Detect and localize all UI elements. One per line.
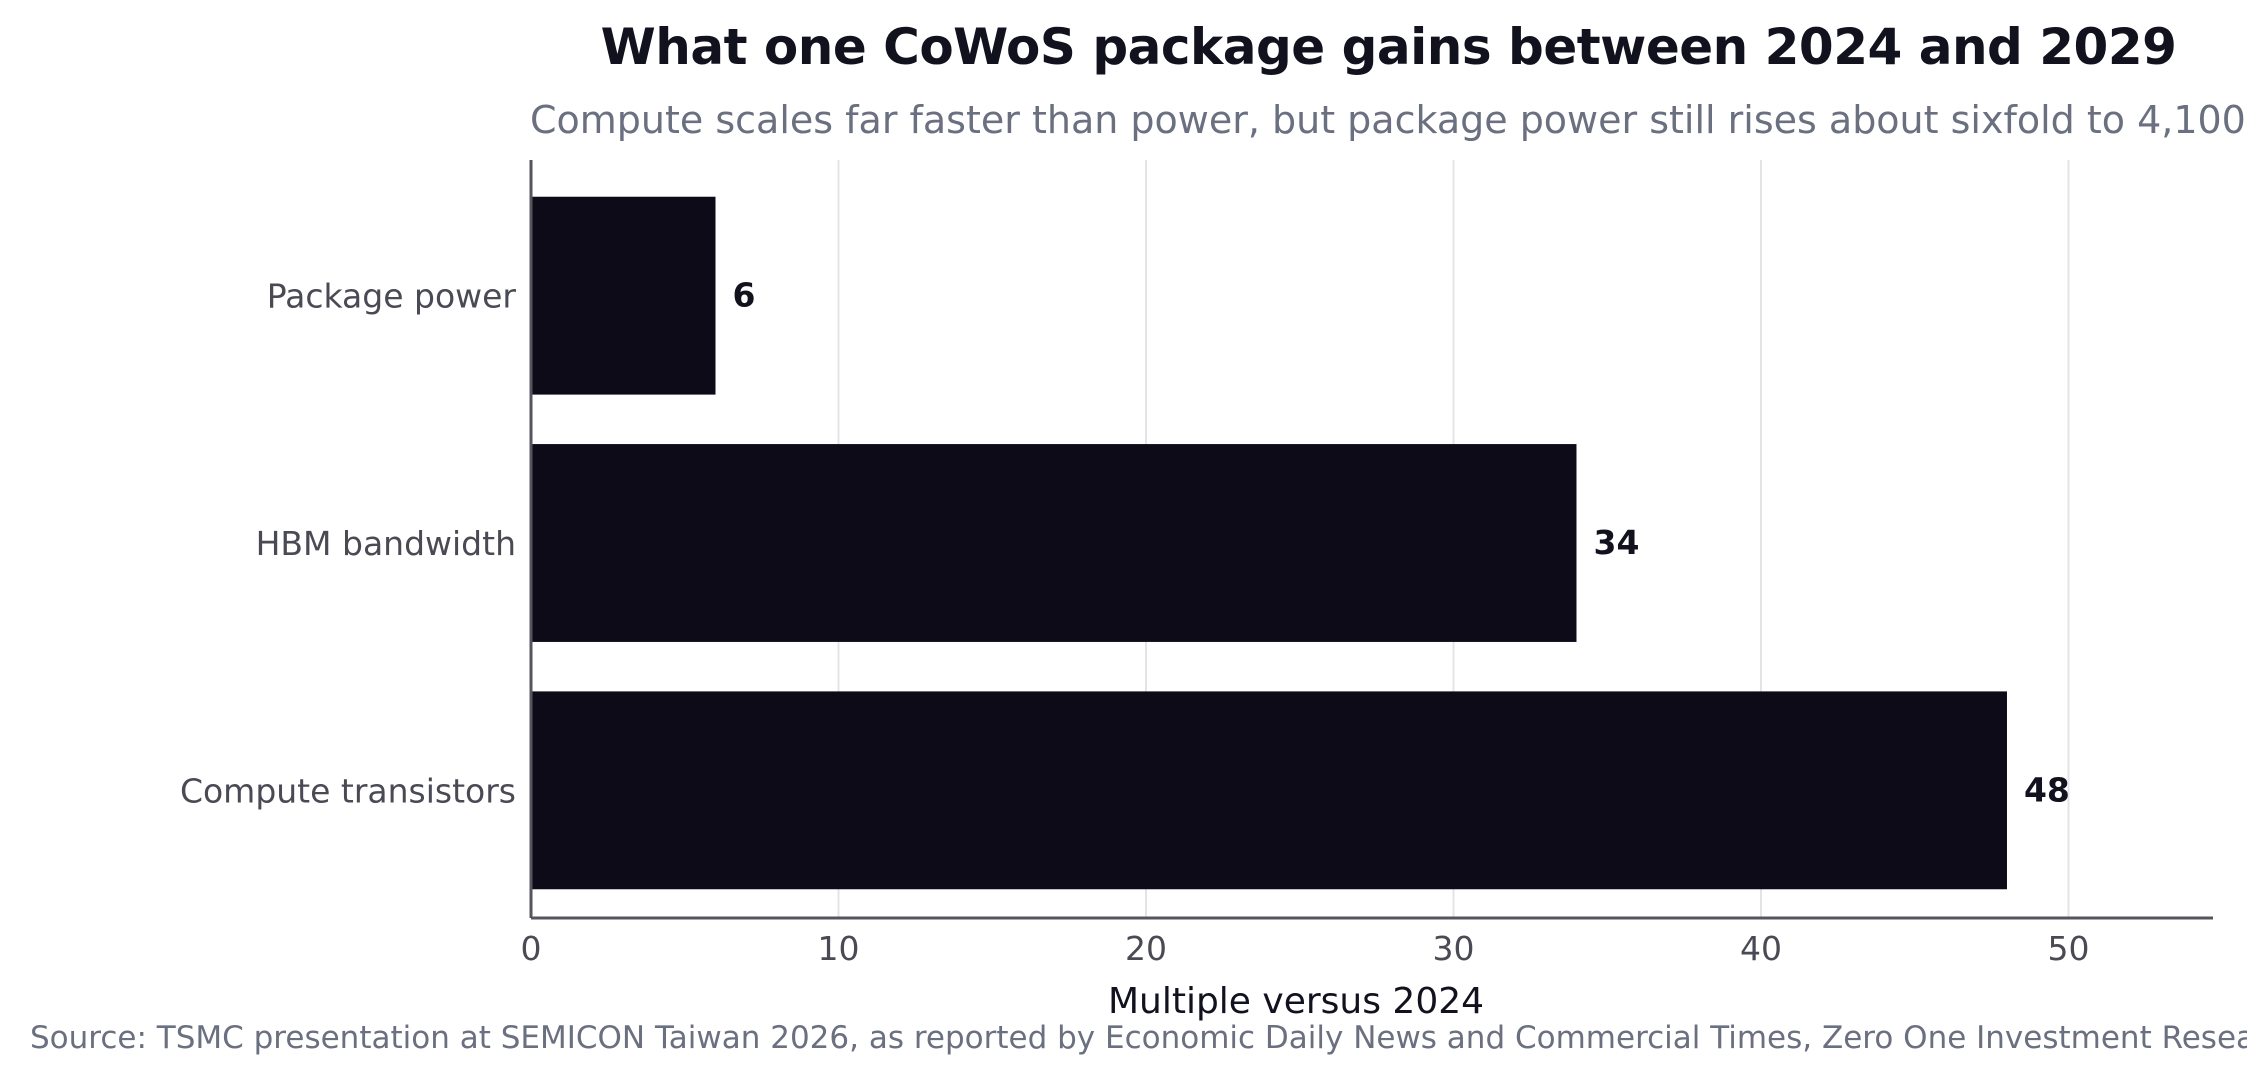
x-tick-label-0: 0 [521, 929, 542, 968]
bar-hbm-bandwidth [531, 444, 1577, 642]
category-label-hbm-bandwidth: HBM bandwidth [256, 524, 516, 563]
value-label-hbm-bandwidth: 34 [1593, 523, 1639, 562]
source-note: Source: TSMC presentation at SEMICON Tai… [30, 1020, 2247, 1056]
category-label-compute-transistors: Compute transistors [180, 771, 516, 810]
x-tick-label-10: 10 [817, 929, 859, 968]
axes [529, 160, 2213, 920]
chart-subtitle: Compute scales far faster than power, bu… [530, 98, 2247, 142]
x-tick-label-40: 40 [1740, 929, 1782, 968]
value-label-compute-transistors: 48 [2024, 770, 2070, 809]
x-tick-labels: 0 10 20 30 40 50 [521, 929, 2090, 968]
x-tick-label-30: 30 [1432, 929, 1474, 968]
value-label-package-power: 6 [732, 276, 755, 315]
bar-compute-transistors [531, 691, 2007, 890]
x-tick-label-50: 50 [2047, 929, 2089, 968]
x-axis-title: Multiple versus 2024 [1108, 981, 1484, 1022]
bar-package-power [531, 196, 716, 395]
value-labels: 6 34 48 [732, 276, 2069, 810]
x-tick-label-20: 20 [1125, 929, 1167, 968]
bars [531, 196, 2007, 890]
chart-title: What one CoWoS package gains between 202… [600, 18, 2177, 76]
category-label-package-power: Package power [267, 277, 517, 316]
category-labels: Package power HBM bandwidth Compute transi… [180, 277, 516, 811]
